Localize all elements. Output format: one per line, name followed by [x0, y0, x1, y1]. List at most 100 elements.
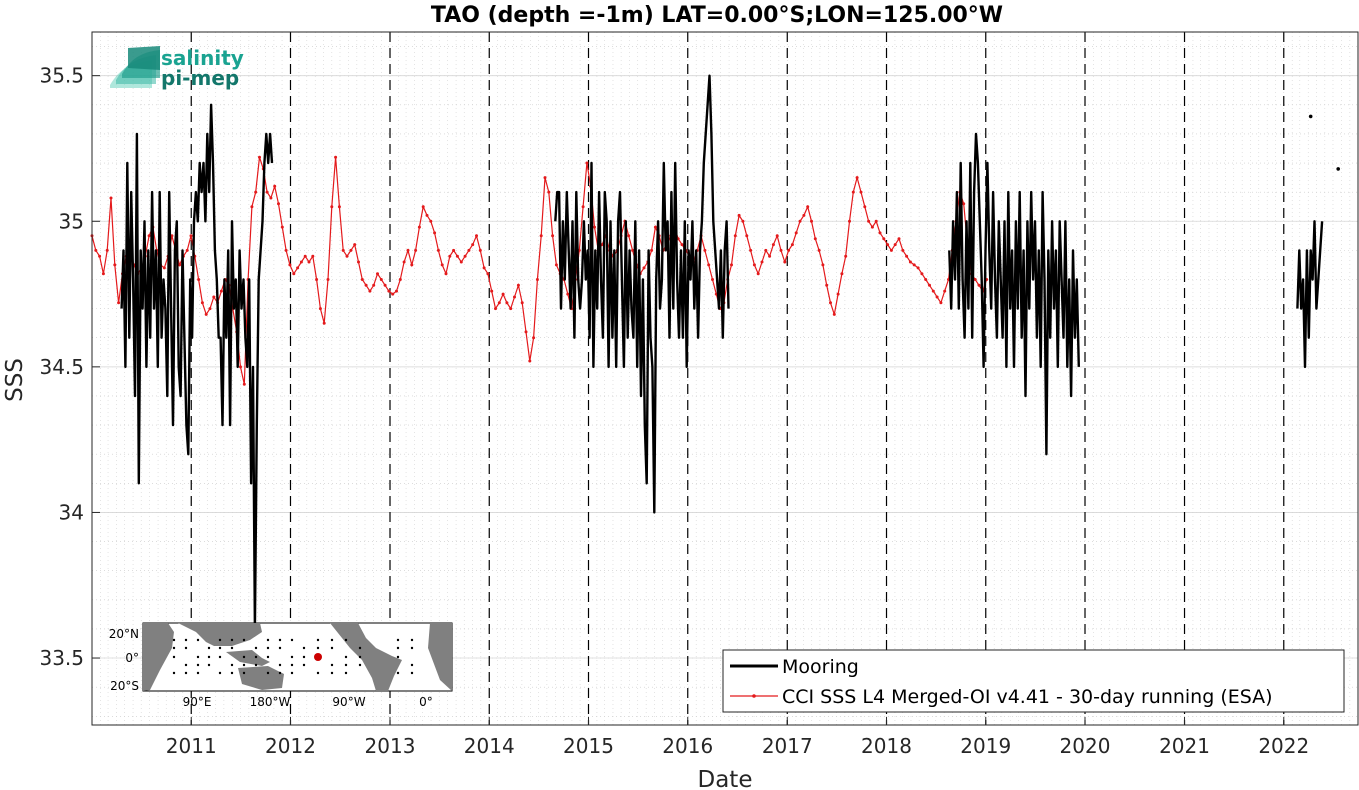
data-point-cci [410, 263, 414, 267]
data-point-cci [730, 263, 733, 267]
legend-swatch-cci-marker [752, 694, 756, 698]
series-line-mooring [554, 74, 730, 514]
data-point-cci [863, 205, 867, 209]
y-tick-label: 33.5 [39, 646, 84, 670]
data-point-cci [494, 307, 497, 311]
map-mooring-dot [207, 663, 211, 667]
data-point-cci [771, 243, 775, 247]
data-point-cci [760, 260, 764, 264]
data-point-cci [851, 190, 855, 194]
data-point-cci [288, 263, 292, 267]
data-point-cci [973, 278, 977, 281]
data-point-cci [817, 248, 821, 252]
data-point-cci [505, 301, 509, 305]
data-point-cci [554, 263, 558, 267]
data-point-cci [292, 272, 296, 276]
data-point-cci [749, 248, 753, 252]
data-point-cci [593, 225, 596, 229]
data-point-cci [825, 283, 829, 287]
data-point-cci [208, 307, 212, 311]
data-point-cci [197, 278, 201, 281]
data-point-cci [653, 225, 657, 229]
series-line-mooring [1296, 220, 1324, 369]
data-point-cci [680, 243, 684, 247]
data-point-cci [810, 219, 813, 223]
map-mooring-dot [410, 638, 414, 642]
map-land-australia [238, 666, 284, 690]
data-point-cci [101, 272, 105, 276]
data-point-cci [109, 196, 113, 200]
data-point-cci [98, 254, 102, 258]
data-point-cci [406, 248, 410, 252]
map-mooring-dot [330, 646, 334, 650]
x-tick-label: 2011 [166, 734, 217, 758]
data-point-cci [463, 254, 467, 258]
data-point-cci [395, 289, 398, 293]
data-point-cci [783, 260, 787, 264]
data-point-cci [551, 234, 555, 238]
map-lat-label-equator: 0° [125, 651, 139, 665]
data-point-cci [855, 176, 859, 180]
data-point-cci [433, 231, 437, 235]
data-point-cci [254, 190, 258, 194]
data-point-cci [402, 260, 406, 264]
data-point-cci [832, 312, 836, 316]
map-land-africa [143, 623, 174, 691]
map-mooring-dot [207, 655, 211, 659]
data-point-cci [387, 289, 391, 293]
data-point-cci [836, 292, 840, 296]
data-point-cci [539, 234, 543, 238]
data-point-cci [844, 254, 848, 258]
data-point-cci [870, 225, 874, 229]
map-mooring-dot [316, 638, 320, 642]
data-point-cci [258, 155, 261, 159]
map-mooring-dot [290, 671, 294, 675]
map-mooring-dot [266, 638, 270, 642]
data-point-cci [478, 248, 482, 252]
data-point-cci [113, 263, 117, 267]
map-mooring-dot [172, 646, 176, 650]
data-point-cci [943, 289, 947, 293]
legend-label-cci: CCI SSS L4 Merged-OI v4.41 - 30-day runn… [782, 686, 1273, 708]
data-point-cci [189, 234, 193, 238]
data-point-cci [905, 254, 909, 258]
data-point-cci [821, 263, 825, 267]
map-land-america [330, 623, 402, 691]
data-point-cci [242, 382, 246, 386]
map-lon-label-90w: 90°W [332, 695, 365, 709]
year-dividers [190, 32, 1285, 725]
data-point-cci [924, 278, 928, 281]
data-point-cci [962, 202, 966, 206]
x-tick-label: 2022 [1258, 734, 1309, 758]
data-point-cci [535, 278, 539, 281]
data-point-cci [859, 190, 863, 194]
data-point-cci [486, 272, 490, 276]
data-point-cci [425, 213, 429, 217]
data-point-cci [117, 301, 121, 305]
y-tick-label: 34 [59, 500, 84, 524]
data-point-cci [185, 248, 189, 252]
data-point-cci [901, 248, 905, 252]
data-point-cci [482, 266, 486, 270]
data-point-cci [303, 254, 307, 258]
data-point-cci [200, 301, 204, 305]
data-point-cci [421, 205, 425, 209]
data-point-cci [650, 248, 654, 252]
logo-line-1: salinity [161, 46, 244, 70]
data-point-cci [897, 237, 901, 241]
map-mooring-dot [196, 638, 200, 642]
map-mooring-dot [218, 655, 222, 659]
data-point-cci [764, 248, 768, 252]
data-point-cci [893, 243, 897, 247]
x-tick-label: 2021 [1159, 734, 1210, 758]
map-mooring-dot [230, 671, 234, 675]
map-mooring-dot [396, 655, 400, 659]
map-mooring-dot [396, 638, 400, 642]
map-mooring-dot [242, 671, 246, 675]
map-mooring-dot [290, 655, 294, 659]
map-mooring-dot [316, 646, 320, 650]
data-point-cci [414, 248, 418, 252]
data-point-cci [882, 237, 886, 241]
data-point-cci [334, 155, 338, 159]
